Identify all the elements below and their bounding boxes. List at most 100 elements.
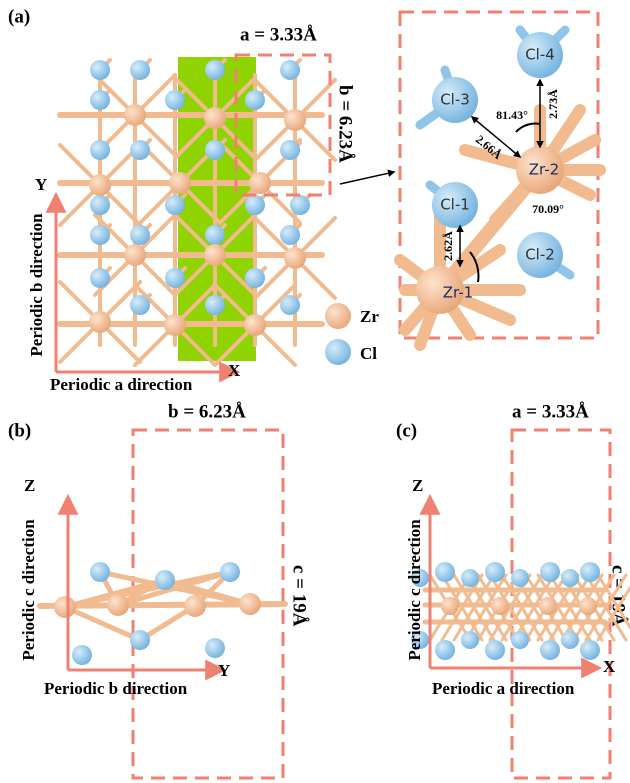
- cl-atom: [130, 295, 150, 315]
- label: Cl-4: [525, 46, 555, 64]
- label: Zr-2: [529, 161, 559, 179]
- pointer-arrow: [339, 169, 396, 185]
- cl-atom: [432, 182, 478, 228]
- cl-atom: [461, 569, 479, 587]
- label: 70.09°: [532, 202, 564, 216]
- label: b = 6.23Å: [335, 85, 356, 163]
- cl-atom: [90, 90, 110, 110]
- zr-atom: [491, 597, 509, 615]
- bond: [584, 573, 628, 642]
- zr-atom: [124, 244, 146, 266]
- cl-atom: [580, 562, 600, 582]
- label: 2.62Å: [441, 231, 455, 261]
- zr-atom: [249, 172, 271, 194]
- cl-atom: [511, 569, 529, 587]
- bond: [596, 585, 630, 642]
- zr-atom: [539, 597, 557, 615]
- label: a = 3.33Å: [512, 401, 589, 422]
- cl-atom: [165, 268, 185, 288]
- cl-atom: [435, 562, 455, 582]
- label: (b): [8, 420, 31, 441]
- cl-atom: [130, 630, 150, 650]
- lattice-box: [234, 53, 332, 197]
- drawing: (a) a = 3.33Å b = 6.23Å Y X Periodic b direct…: [8, 6, 630, 780]
- cl-atom: [485, 562, 505, 582]
- cl-atom: [511, 631, 529, 649]
- cl-atom: [90, 268, 110, 288]
- cl-atom: [411, 569, 429, 587]
- cl-atom: [130, 225, 150, 245]
- cl-atom: [205, 60, 225, 80]
- zr-atom: [325, 303, 351, 329]
- cl-atom: [205, 225, 225, 245]
- label: Zr: [360, 307, 379, 326]
- label: Periodic b direction: [27, 213, 46, 357]
- angle-arc: [515, 122, 541, 133]
- label: 2.73Å: [546, 89, 560, 119]
- cl-atom: [130, 140, 150, 160]
- cl-atom: [205, 295, 225, 315]
- cl-atom: [432, 77, 478, 123]
- cl-atom: [411, 631, 429, 649]
- label: Z: [24, 476, 35, 495]
- cl-atom: [435, 640, 455, 660]
- cl-atom: [72, 645, 92, 665]
- cl-atom: [245, 90, 265, 110]
- label: Y: [35, 175, 47, 194]
- zr-atom: [204, 244, 226, 266]
- label: X: [228, 361, 241, 380]
- bond: [433, 163, 547, 297]
- cl-atom: [540, 562, 560, 582]
- cl-atom: [561, 631, 579, 649]
- zr-atom: [579, 597, 597, 615]
- distance-arrow: [470, 116, 522, 158]
- cl-atom: [90, 225, 110, 245]
- label: Cl-1: [440, 196, 470, 214]
- cl-atom: [90, 195, 110, 215]
- cl-atom: [220, 562, 240, 582]
- label: Z: [412, 476, 423, 495]
- angle-arc: [469, 251, 480, 283]
- zr-atom: [169, 172, 191, 194]
- label: c = 19Å: [289, 565, 310, 627]
- zr-atom: [89, 311, 111, 333]
- label: Zr-1: [443, 284, 473, 302]
- cl-atom: [580, 640, 600, 660]
- cl-atom: [461, 631, 479, 649]
- zr-atom: [441, 597, 459, 615]
- cl-atom: [485, 640, 505, 660]
- label: Periodic c direction: [19, 519, 38, 661]
- cl-atom: [205, 140, 225, 160]
- cl-atom: [245, 195, 265, 215]
- label: Cl: [360, 344, 377, 363]
- cl-atom: [90, 140, 110, 160]
- bond: [62, 604, 143, 643]
- label: Periodic a direction: [432, 679, 575, 698]
- cl-atom: [165, 195, 185, 215]
- cl-atom: [517, 32, 563, 78]
- label: Cl-3: [440, 91, 470, 109]
- cl-atom: [155, 570, 175, 590]
- cl-atom: [165, 90, 185, 110]
- label: Periodic a direction: [50, 375, 193, 394]
- cl-atom: [280, 225, 300, 245]
- cl-atom: [517, 232, 563, 278]
- zr-atom: [516, 146, 564, 194]
- cl-atom: [245, 268, 265, 288]
- cl-atom: [290, 195, 310, 215]
- zr-atom: [89, 174, 111, 196]
- label: Periodic c direction: [405, 519, 424, 661]
- bond: [62, 569, 233, 610]
- cl-atom: [325, 339, 351, 365]
- zr-atom: [416, 266, 464, 314]
- zr-atom: [54, 596, 76, 618]
- zr-atom: [239, 593, 261, 615]
- cl-atom: [90, 562, 110, 582]
- zr-atom: [107, 594, 129, 616]
- label: (c): [396, 420, 417, 441]
- label: X: [603, 657, 616, 676]
- zr-atom: [204, 107, 226, 129]
- zr-atom: [244, 314, 266, 336]
- zr-atom: [184, 595, 206, 617]
